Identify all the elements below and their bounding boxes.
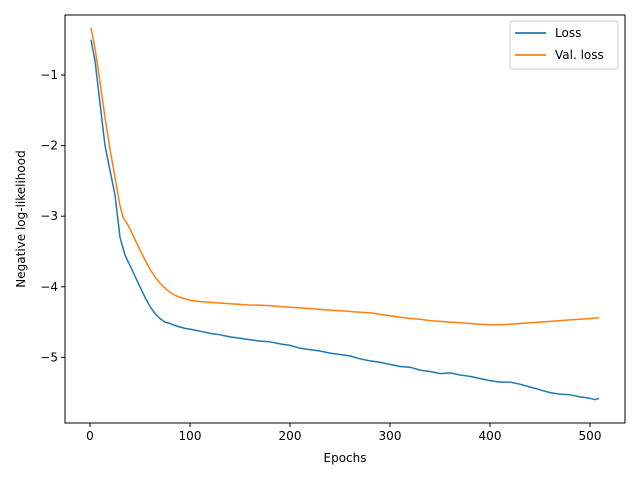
x-tick-label: 400 xyxy=(479,429,502,443)
tick-layer: 0 100 200 300 400 500 −1 −2 −3 −4 −5 xyxy=(40,68,601,443)
x-tick-label: 200 xyxy=(279,429,302,443)
legend: Loss Val. loss xyxy=(509,20,619,70)
y-tick-label: −5 xyxy=(40,350,58,364)
legend-label-loss: Loss xyxy=(555,26,581,40)
y-tick-label: −2 xyxy=(40,139,58,153)
x-axis-label: Epochs xyxy=(324,451,367,465)
series-layer xyxy=(90,27,600,401)
x-tick-label: 500 xyxy=(579,429,602,443)
plot-frame xyxy=(64,14,626,424)
y-tick-label: −4 xyxy=(40,280,58,294)
y-axis-label: Negative log-likelihood xyxy=(14,150,28,287)
series-line-loss xyxy=(90,39,600,401)
x-tick-label: 0 xyxy=(86,429,94,443)
x-tick-label: 300 xyxy=(379,429,402,443)
x-tick-label: 100 xyxy=(179,429,202,443)
legend-label-val-loss: Val. loss xyxy=(555,48,604,62)
y-tick-label: −1 xyxy=(40,68,58,82)
y-tick-label: −3 xyxy=(40,209,58,223)
series-line-val-loss xyxy=(90,27,600,326)
